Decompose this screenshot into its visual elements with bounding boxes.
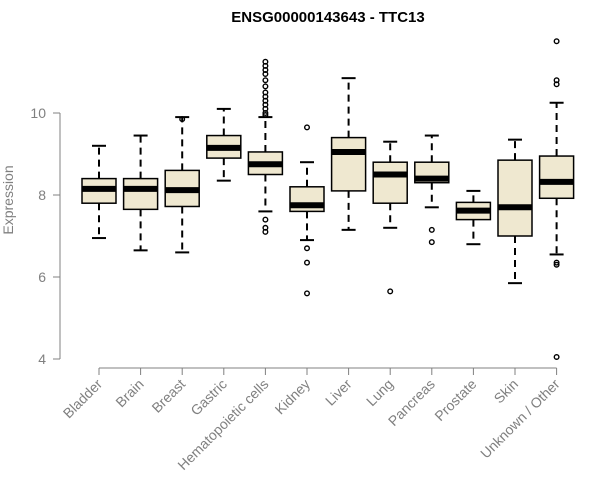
y-tick-label: 8 xyxy=(38,187,46,203)
box-kidney xyxy=(289,124,325,297)
iqr-box xyxy=(497,159,533,237)
outlier-point xyxy=(304,259,311,266)
box-unknown-other xyxy=(538,38,575,360)
box-liver xyxy=(330,77,367,231)
x-tick-label: Unknown / Other xyxy=(477,376,563,462)
box-brain xyxy=(122,134,159,252)
box-pancreas xyxy=(414,134,450,246)
boxes-group xyxy=(81,38,575,360)
x-tick-label: Brain xyxy=(112,376,146,410)
outlier-point xyxy=(387,288,394,295)
chart-title: ENSG00000143643 - TTC13 xyxy=(231,9,424,26)
outlier-point xyxy=(262,228,269,235)
outlier-point xyxy=(553,38,560,45)
box-hematopoietic-cells xyxy=(247,58,284,235)
outlier-point xyxy=(304,290,311,297)
box-skin xyxy=(497,138,533,285)
outlier-point xyxy=(179,116,186,123)
outlier-point xyxy=(304,245,311,252)
y-tick-label: 6 xyxy=(38,269,46,285)
y-axis: 4 6 8 10 xyxy=(30,105,61,367)
x-tick-label: Prostate xyxy=(431,376,479,424)
outlier-point xyxy=(553,259,560,266)
iqr-box xyxy=(122,177,159,211)
outlier-point xyxy=(262,216,269,223)
outlier-point xyxy=(304,124,311,131)
outlier-point xyxy=(262,83,269,90)
box-lung xyxy=(372,140,408,295)
x-tick-label: Liver xyxy=(322,376,355,409)
x-tick-label: Skin xyxy=(491,376,522,407)
x-tick-label: Bladder xyxy=(60,376,106,422)
outlier-point xyxy=(553,353,560,360)
y-tick-label: 10 xyxy=(30,105,46,121)
box-bladder xyxy=(81,144,117,240)
y-tick-label: 4 xyxy=(38,351,46,367)
iqr-box xyxy=(538,155,575,200)
x-tick-label: Lung xyxy=(363,376,396,409)
outlier-point xyxy=(262,71,269,78)
outlier-point xyxy=(262,77,269,84)
outlier-point xyxy=(428,239,435,246)
outlier-point xyxy=(553,261,560,268)
outlier-point xyxy=(262,112,269,119)
box-prostate xyxy=(455,189,492,246)
y-axis-label: Expression xyxy=(0,165,16,234)
iqr-box xyxy=(372,161,408,204)
x-tick-label: Kidney xyxy=(272,376,314,418)
box-gastric xyxy=(206,107,242,182)
iqr-box xyxy=(330,136,367,192)
outlier-point xyxy=(262,109,269,116)
outlier-point xyxy=(553,81,560,88)
outlier-point xyxy=(428,226,435,233)
box-breast xyxy=(164,116,200,254)
x-tick-label: Breast xyxy=(148,376,188,416)
